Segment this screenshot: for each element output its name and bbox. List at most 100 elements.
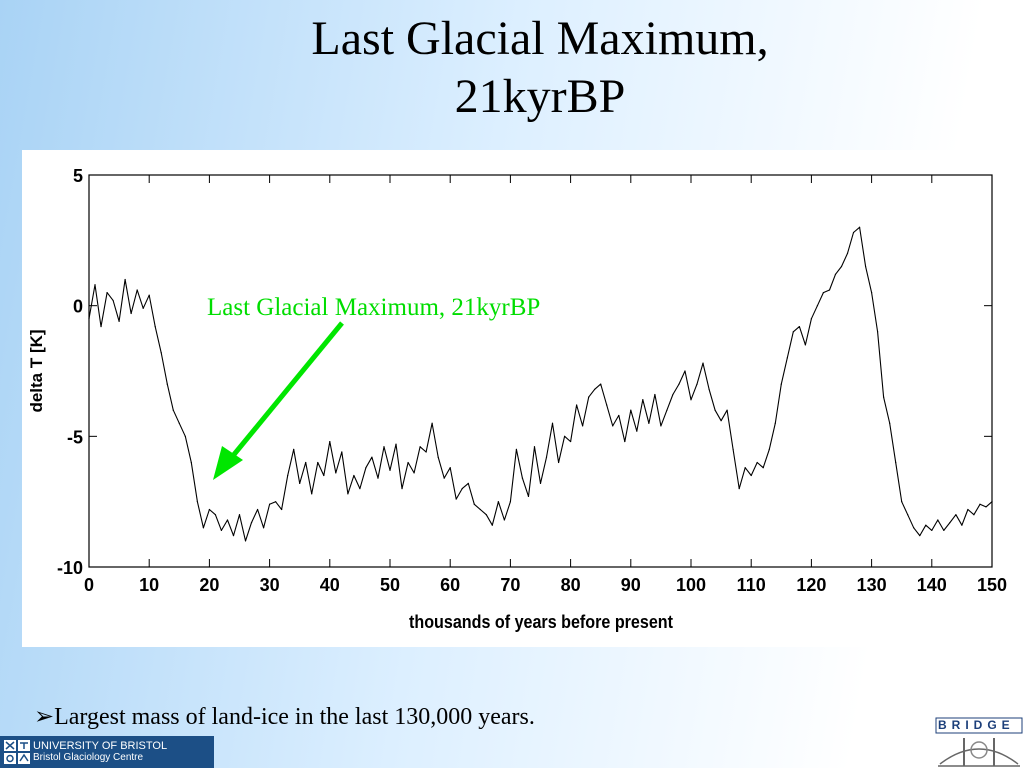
data-point (178, 422, 180, 424)
annotation-arrowhead (213, 446, 243, 480)
x-tick-label: 10 (139, 575, 159, 595)
x-tick-label: 120 (796, 575, 826, 595)
data-point (281, 508, 283, 511)
data-point (244, 540, 247, 542)
x-tick-label: 50 (380, 575, 400, 595)
data-point (485, 514, 487, 516)
data-point (383, 446, 385, 448)
data-point (708, 388, 710, 390)
x-tick-label: 100 (676, 575, 706, 595)
data-point (648, 422, 650, 424)
data-point (293, 448, 295, 450)
data-point (202, 527, 204, 529)
data-point (618, 414, 620, 417)
data-point (943, 529, 945, 532)
data-point (612, 425, 614, 427)
data-point (913, 527, 915, 529)
data-point (184, 435, 186, 437)
data-point (377, 477, 379, 479)
data-point (329, 440, 331, 443)
data-point (473, 503, 475, 505)
data-point (521, 477, 524, 479)
y-tick-label: -5 (67, 427, 83, 447)
data-point (250, 521, 253, 524)
title-line-2: 21kyrBP (454, 70, 626, 123)
data-point (359, 488, 361, 490)
data-point (606, 404, 608, 406)
data-point (864, 265, 867, 268)
data-point (262, 527, 265, 529)
data-point (130, 312, 132, 315)
data-point (166, 383, 168, 385)
data-point (582, 425, 584, 427)
data-point (389, 469, 391, 471)
data-point (365, 467, 367, 469)
data-point (226, 519, 229, 521)
data-point (750, 474, 752, 477)
data-point (407, 461, 409, 464)
data-point (840, 265, 843, 268)
data-point (925, 524, 927, 526)
data-point (973, 514, 975, 516)
data-point (570, 440, 572, 443)
x-tick-label: 70 (500, 575, 520, 595)
data-point (834, 273, 837, 275)
data-point (762, 467, 764, 469)
data-point (600, 383, 602, 385)
data-point (732, 448, 734, 450)
data-point (467, 482, 469, 484)
data-point (937, 519, 939, 521)
data-point (889, 422, 891, 424)
data-point (154, 325, 156, 328)
data-point (858, 226, 861, 228)
y-tick-label: 5 (73, 166, 83, 186)
data-point (232, 535, 235, 537)
data-point (112, 299, 114, 302)
data-point (931, 529, 933, 532)
x-tick-label: 140 (917, 575, 947, 595)
data-point (907, 514, 909, 516)
data-point (804, 344, 806, 346)
data-point (527, 495, 530, 498)
data-point (461, 488, 463, 490)
data-point (371, 456, 373, 458)
data-point (654, 393, 656, 396)
data-point (419, 446, 421, 448)
data-point (919, 535, 921, 537)
data-point (877, 331, 879, 333)
data-point (949, 521, 951, 524)
data-point (690, 399, 692, 401)
data-point (714, 409, 716, 411)
x-tick-label: 80 (561, 575, 581, 595)
data-point (822, 292, 825, 294)
data-point (545, 456, 548, 458)
data-point (642, 399, 644, 401)
data-point (720, 420, 722, 422)
data-point (317, 461, 319, 464)
x-tick-label: 0 (84, 575, 94, 595)
x-tick-label: 40 (320, 575, 340, 595)
data-point (955, 514, 957, 516)
x-tick-label: 90 (621, 575, 641, 595)
data-point (594, 388, 596, 390)
university-name: UNIVERSITY OF BRISTOL (33, 740, 168, 752)
data-point (425, 451, 427, 453)
x-tick-label: 60 (440, 575, 460, 595)
annotation-arrow-shaft (225, 321, 344, 465)
data-point (311, 493, 313, 495)
data-point (275, 501, 277, 503)
data-point (503, 519, 505, 521)
data-point (533, 446, 536, 448)
data-point (347, 493, 349, 495)
data-point (696, 383, 698, 385)
data-point (539, 482, 542, 484)
data-point (214, 514, 217, 516)
data-point (684, 370, 686, 372)
data-point (985, 506, 987, 508)
data-point (846, 252, 849, 254)
data-point (479, 508, 481, 511)
data-point (413, 472, 415, 474)
data-point (895, 461, 897, 464)
centre-name: Bristol Glaciology Centre (33, 752, 144, 763)
data-point (491, 524, 493, 526)
